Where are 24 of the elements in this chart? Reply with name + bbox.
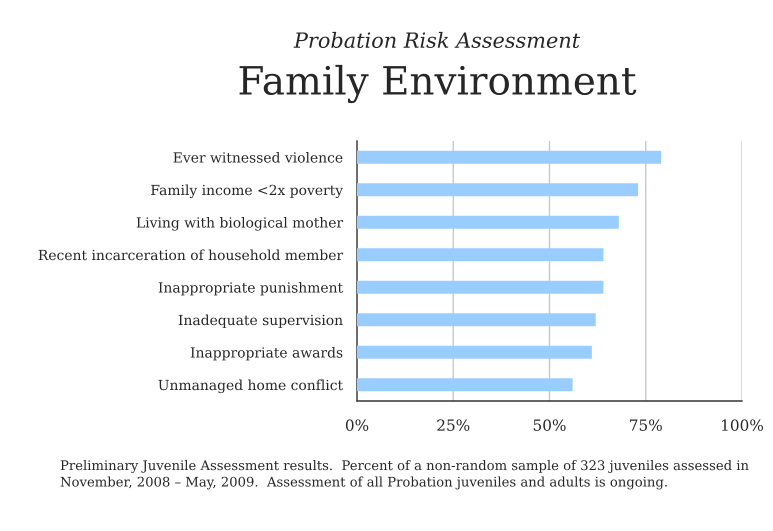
chart-title: Family Environment [240,64,636,104]
y-tick-label: Inappropriate punishment [158,282,343,296]
x-tick-label: 0% [346,419,368,431]
x-tick-label: 100% [722,419,763,431]
y-tick-label: Unmanaged home conflict [158,379,343,394]
x-tick-label: 25% [437,419,470,431]
bar [357,248,604,262]
bar [357,346,592,359]
text: Preliminary Juvenile Assessment results. Percent of a non-random sample of 323 juveniles assessed in November, 2008 – May, 2009. Assessment of all Probation juveniles and adults is ongoing. [60,460,749,490]
y-tick-label: Family income <2x poverty [151,184,344,198]
y-tick-label: Living with biological mother [136,216,344,231]
y-tick-label: Inappropriate awards [190,346,342,360]
y-tick-label: Inadequate supervision [178,314,343,328]
bar [357,216,619,229]
y-tick-label: Ever witnessed violence [174,152,342,163]
bar [357,183,638,196]
x-tick-label: 50% [534,419,566,431]
bar [357,150,662,164]
y-tick-label: Recent incarceration of household member [38,249,344,260]
bar [357,378,573,392]
chart-subtitle: Probation Risk Assessment [294,32,580,48]
bar [357,280,604,294]
bar [357,313,596,326]
x-tick-label: 75% [630,419,662,431]
